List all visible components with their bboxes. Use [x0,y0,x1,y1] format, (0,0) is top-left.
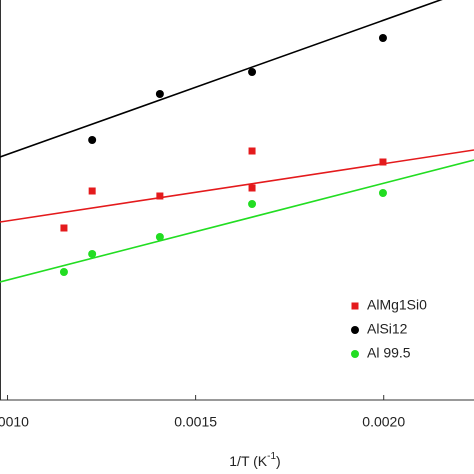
x-tick-label: 0.0020 [362,414,405,430]
legend-marker [351,326,359,334]
x-axis-label: 1/T (K-1) [229,451,280,469]
fit-line [0,159,474,283]
point [378,34,387,42]
point [59,268,68,276]
legend-marker [351,350,359,358]
point [248,184,256,192]
legend-label: AlSi12 [367,321,408,337]
x-tick-label: 0.0015 [174,414,217,430]
legend-marker [351,302,359,310]
point [248,68,257,76]
x-tick-label: 0.0010 [0,414,29,430]
point [60,224,68,232]
point [379,158,387,166]
point [248,200,257,208]
legend-label: Al 99.5 [367,345,411,361]
point [88,187,96,195]
fit-line [0,0,443,158]
point [88,136,97,144]
legend-label: AlMg1Si0 [367,297,427,313]
point [156,192,164,200]
point [248,147,256,155]
fit-line [0,149,474,223]
point [155,233,164,241]
plot-area [0,0,474,283]
point [155,90,164,98]
point [88,250,97,258]
point [378,189,387,197]
